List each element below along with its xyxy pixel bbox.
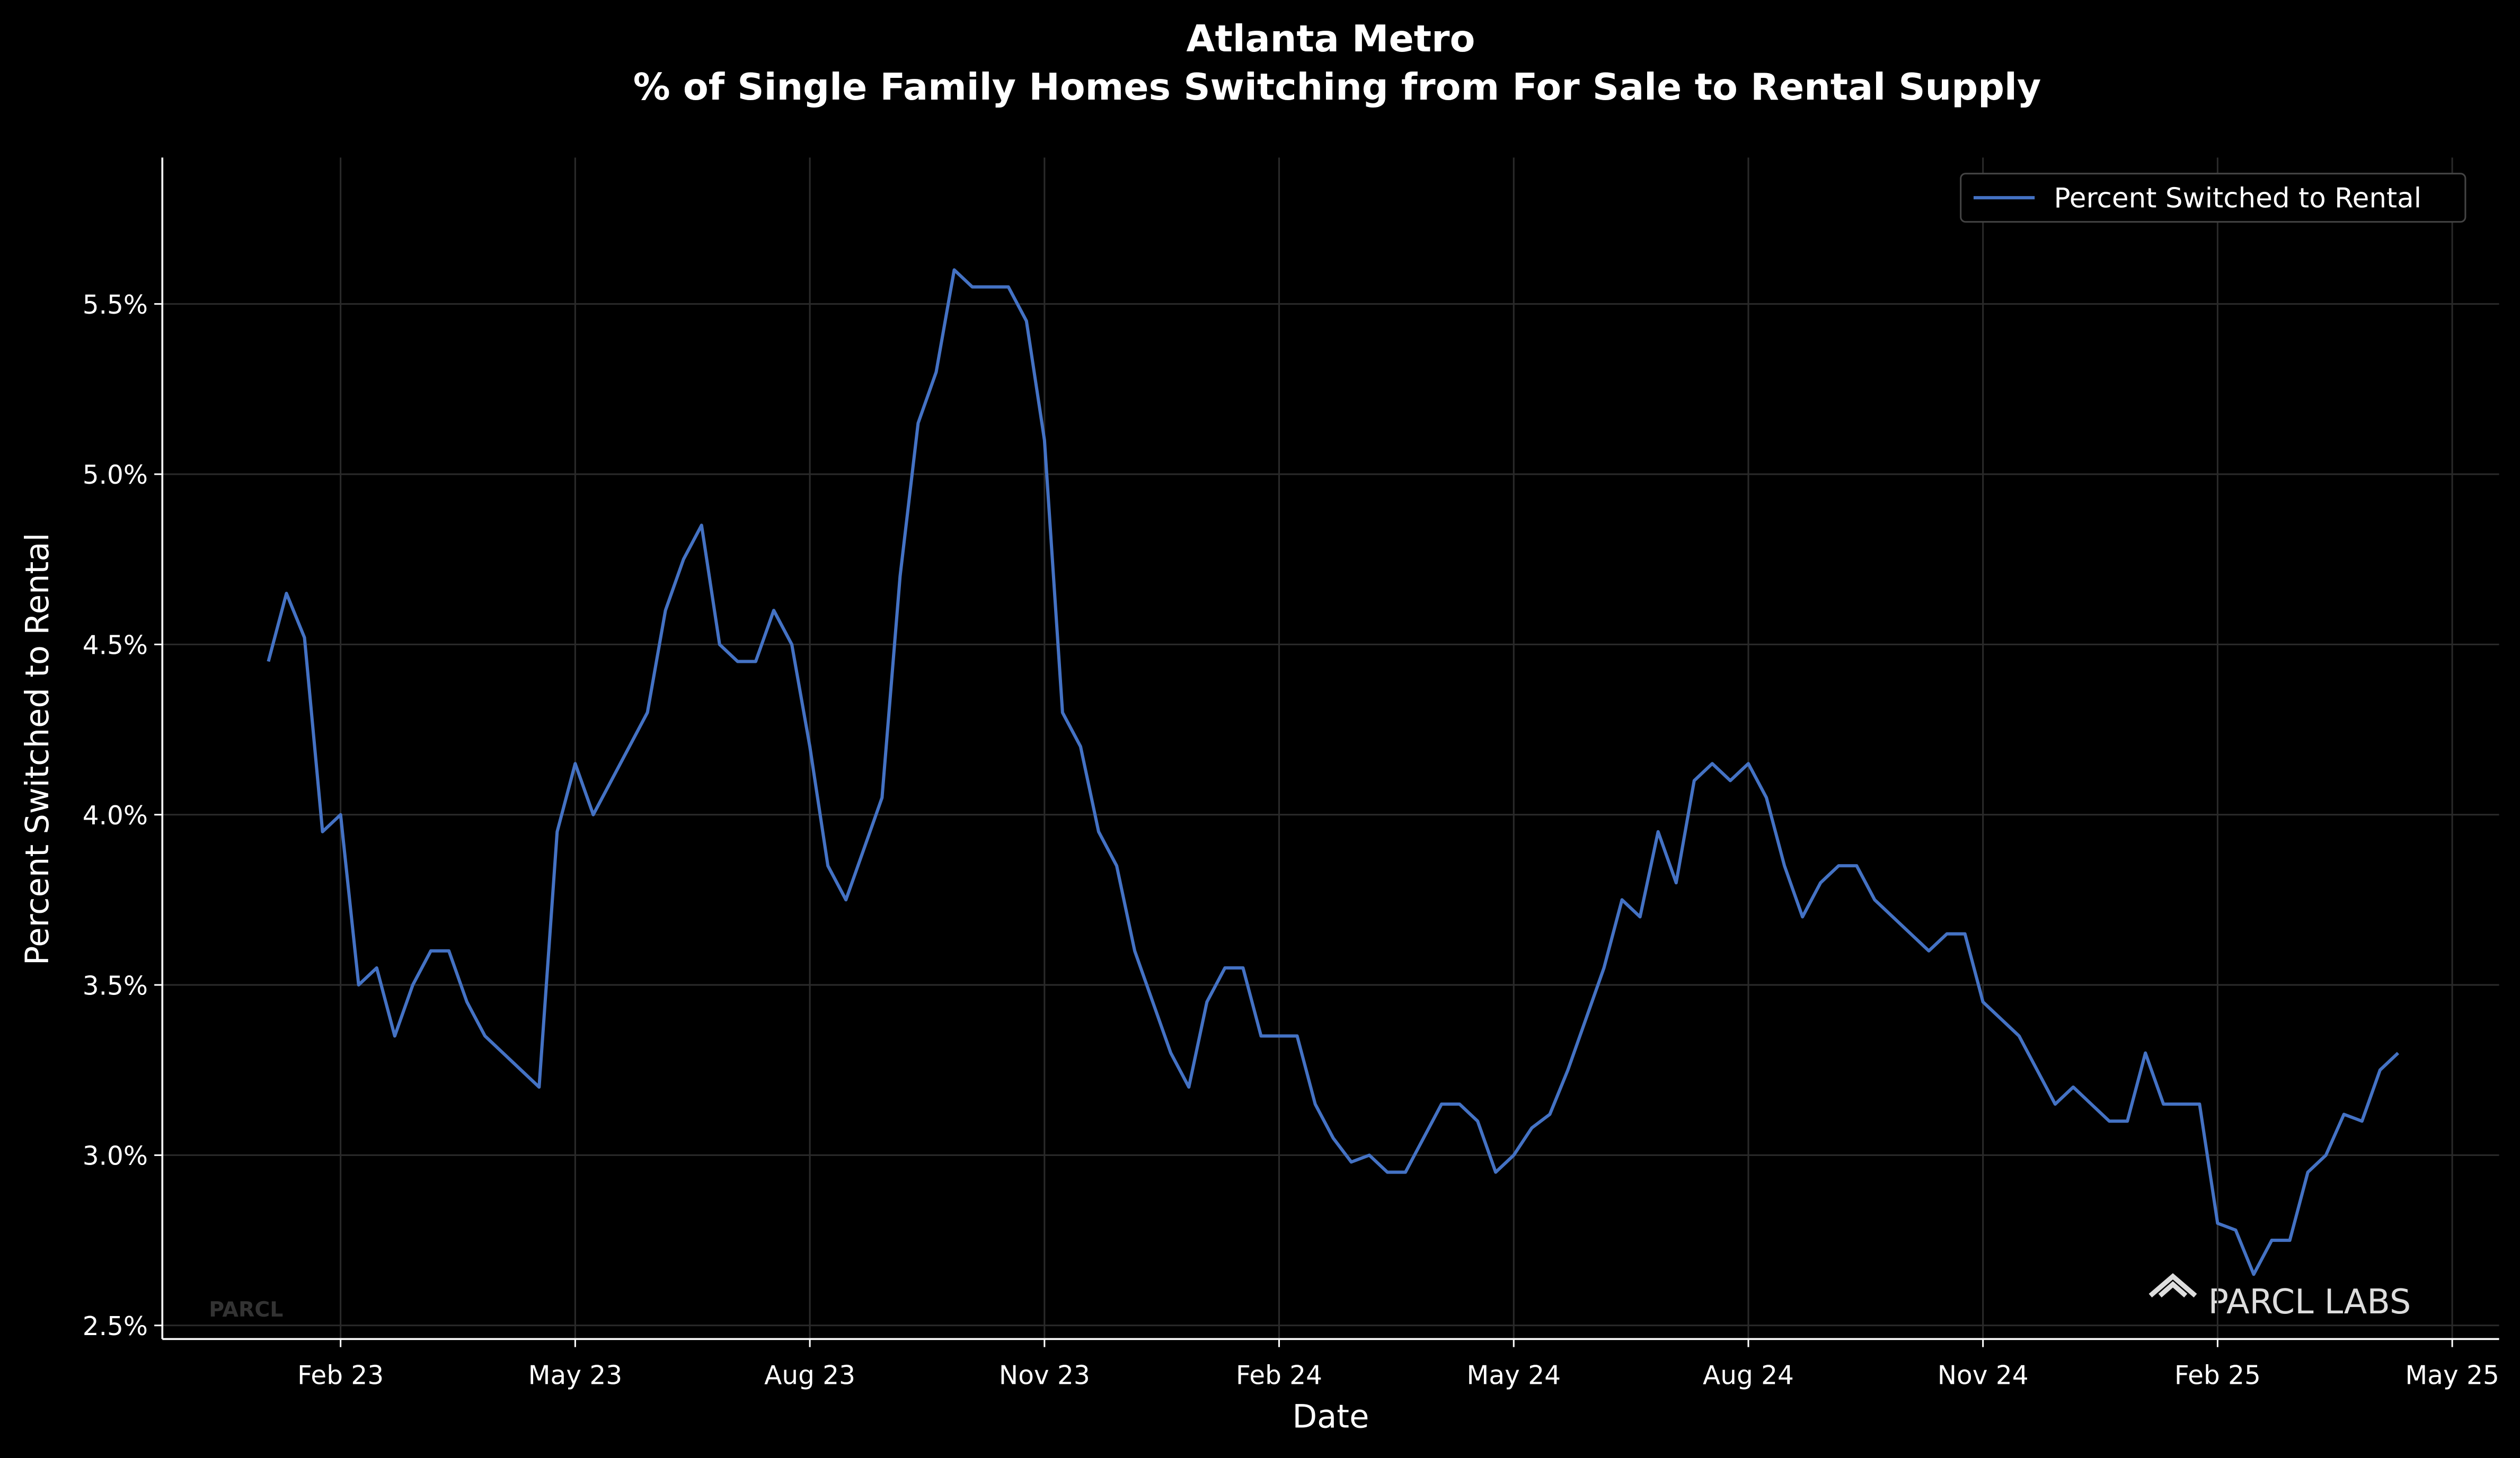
x-tick-label: May 25 bbox=[2405, 1361, 2499, 1390]
x-tick-label: Feb 23 bbox=[297, 1361, 384, 1390]
x-tick-label: Aug 23 bbox=[764, 1361, 855, 1390]
y-tick-label: 4.0% bbox=[83, 801, 148, 831]
y-tick-label: 5.5% bbox=[83, 290, 148, 320]
watermark: PARCL bbox=[209, 1297, 283, 1322]
y-tick-label: 5.0% bbox=[83, 460, 148, 490]
chart-subtitle: % of Single Family Homes Switching from … bbox=[633, 66, 2041, 109]
line-series bbox=[267, 268, 2400, 1276]
x-tick-label: Feb 24 bbox=[1236, 1361, 1322, 1390]
x-tick-label: Nov 23 bbox=[999, 1361, 1090, 1390]
x-tick-label: Aug 24 bbox=[1703, 1361, 1794, 1390]
legend-label: Percent Switched to Rental bbox=[2054, 182, 2422, 214]
x-tick-label: May 23 bbox=[528, 1361, 622, 1390]
logo-icon bbox=[2148, 1273, 2197, 1298]
x-axis-label: Date bbox=[1292, 1398, 1369, 1435]
y-axis-label: Percent Switched to Rental bbox=[19, 533, 56, 966]
legend-box bbox=[1960, 173, 2466, 223]
x-tick-label: Nov 24 bbox=[1938, 1361, 2029, 1390]
chart-title: Atlanta Metro bbox=[1186, 17, 1475, 60]
legend: Percent Switched to Rental bbox=[1960, 173, 2466, 223]
logo: PARCL LABS bbox=[2148, 1273, 2411, 1322]
y-tick-label: 4.5% bbox=[83, 631, 148, 661]
y-tick-label: 3.5% bbox=[83, 971, 148, 1001]
x-tick-label: Feb 25 bbox=[2174, 1361, 2261, 1390]
logo-text: PARCL LABS bbox=[2208, 1283, 2411, 1322]
y-tick-label: 2.5% bbox=[83, 1312, 148, 1341]
y-tick-label: 3.0% bbox=[83, 1142, 148, 1171]
x-tick-label: May 24 bbox=[1467, 1361, 1561, 1390]
